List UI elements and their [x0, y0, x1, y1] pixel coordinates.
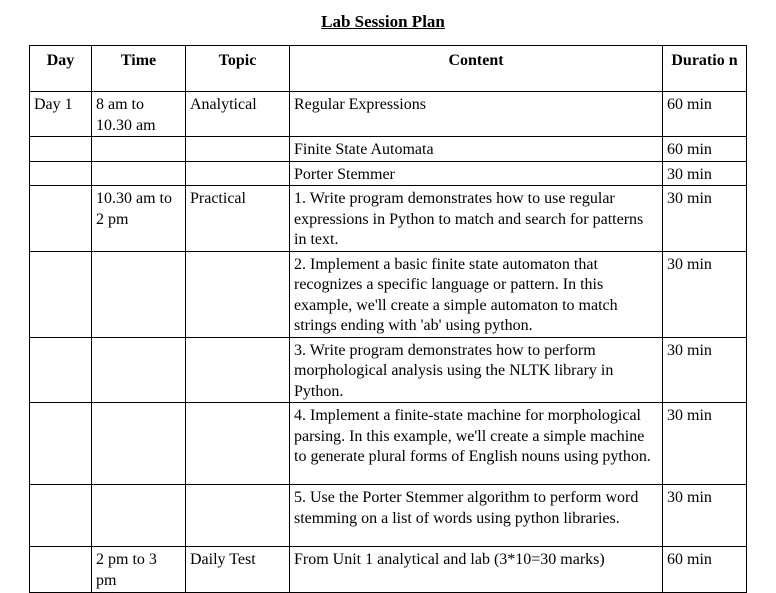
table-row: 5. Use the Porter Stemmer algorithm to p…	[29, 484, 747, 547]
cell-topic: Analytical	[185, 91, 290, 137]
cell-time	[91, 484, 186, 547]
cell-day	[29, 160, 92, 186]
cell-time	[91, 136, 186, 162]
cell-day	[29, 250, 92, 338]
cell-content: 5. Use the Porter Stemmer algorithm to p…	[289, 484, 663, 547]
cell-topic: Practical	[185, 185, 290, 252]
cell-day	[29, 185, 92, 252]
cell-duration: 30 min	[662, 185, 747, 252]
cell-duration: 60 min	[662, 546, 747, 593]
cell-duration: 60 min	[662, 136, 747, 162]
table-row: 3. Write program demonstrates how to per…	[29, 336, 747, 403]
page-title: Lab Session Plan	[321, 12, 445, 31]
cell-time: 8 am to 10.30 am	[91, 91, 186, 137]
cell-day	[29, 136, 92, 162]
cell-topic	[185, 484, 290, 547]
cell-day	[29, 402, 92, 485]
cell-content: 4. Implement a finite-state machine for …	[289, 402, 663, 485]
cell-time	[91, 250, 186, 338]
table-row: 2. Implement a basic finite state automa…	[29, 250, 747, 338]
cell-content: Porter Stemmer	[289, 160, 663, 186]
header-content: Content	[289, 45, 663, 92]
table-row: 2 pm to 3 pm Daily Test From Unit 1 anal…	[29, 546, 747, 593]
cell-duration: 30 min	[662, 336, 747, 403]
cell-duration: 30 min	[662, 484, 747, 547]
cell-topic	[185, 160, 290, 186]
table-row: Day 1 8 am to 10.30 am Analytical Regula…	[29, 91, 747, 137]
cell-time	[91, 402, 186, 485]
cell-content: From Unit 1 analytical and lab (3*10=30 …	[289, 546, 663, 593]
header-topic: Topic	[185, 45, 290, 92]
cell-duration: 30 min	[662, 160, 747, 186]
header-time: Time	[91, 45, 186, 92]
cell-time	[91, 160, 186, 186]
cell-duration: 30 min	[662, 250, 747, 338]
cell-day	[29, 546, 92, 593]
cell-content: Regular Expressions	[289, 91, 663, 137]
cell-content: 1. Write program demonstrates how to use…	[289, 185, 663, 252]
cell-time: 10.30 am to 2 pm	[91, 185, 186, 252]
table-row: 10.30 am to 2 pm Practical 1. Write prog…	[29, 185, 747, 252]
cell-content: 3. Write program demonstrates how to per…	[289, 336, 663, 403]
cell-content: 2. Implement a basic finite state automa…	[289, 250, 663, 338]
table-row: 4. Implement a finite-state machine for …	[29, 402, 747, 485]
cell-content: Finite State Automata	[289, 136, 663, 162]
cell-topic	[185, 250, 290, 338]
cell-day	[29, 336, 92, 403]
cell-duration: 30 min	[662, 402, 747, 485]
header-duration: Duratio n	[662, 45, 747, 92]
lab-session-table: Day Time Topic Content Duratio n Day 1 8…	[29, 45, 747, 593]
table-row: Porter Stemmer 30 min	[29, 160, 747, 186]
table-header-row: Day Time Topic Content Duratio n	[29, 45, 747, 92]
cell-topic	[185, 402, 290, 485]
cell-topic	[185, 336, 290, 403]
cell-day: Day 1	[29, 91, 92, 137]
cell-time	[91, 336, 186, 403]
cell-topic: Daily Test	[185, 546, 290, 593]
cell-duration: 60 min	[662, 91, 747, 137]
header-day: Day	[29, 45, 92, 92]
cell-topic	[185, 136, 290, 162]
table-row: Finite State Automata 60 min	[29, 136, 747, 162]
cell-time: 2 pm to 3 pm	[91, 546, 186, 593]
cell-day	[29, 484, 92, 547]
